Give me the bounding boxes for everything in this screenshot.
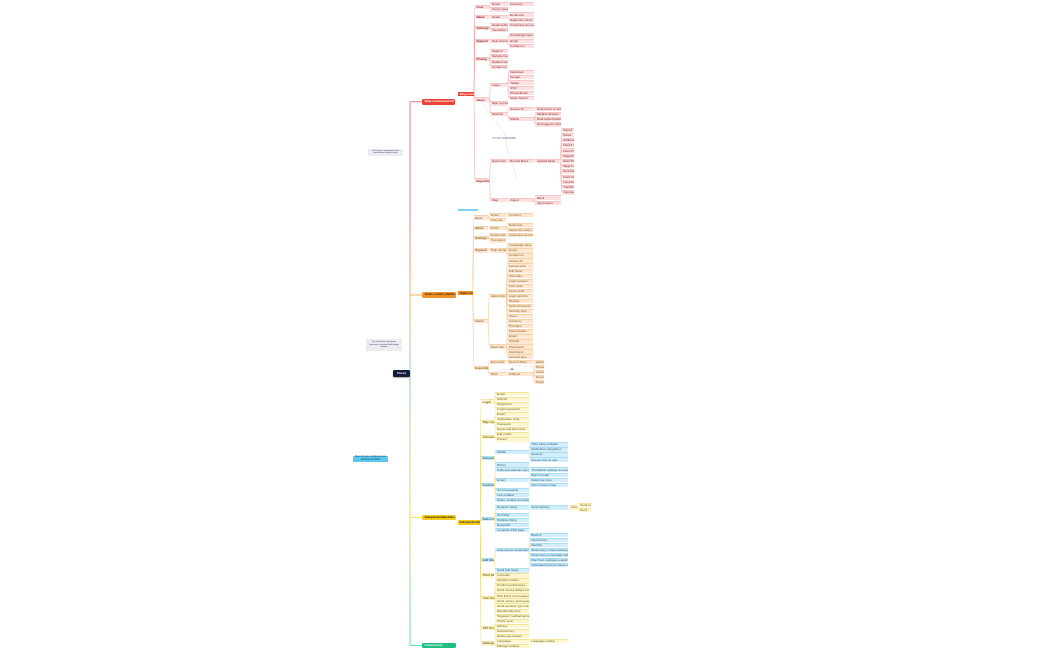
svg-text:see more storage details: see more storage details: [492, 137, 516, 140]
svg-text:DB: DB: [511, 369, 514, 371]
